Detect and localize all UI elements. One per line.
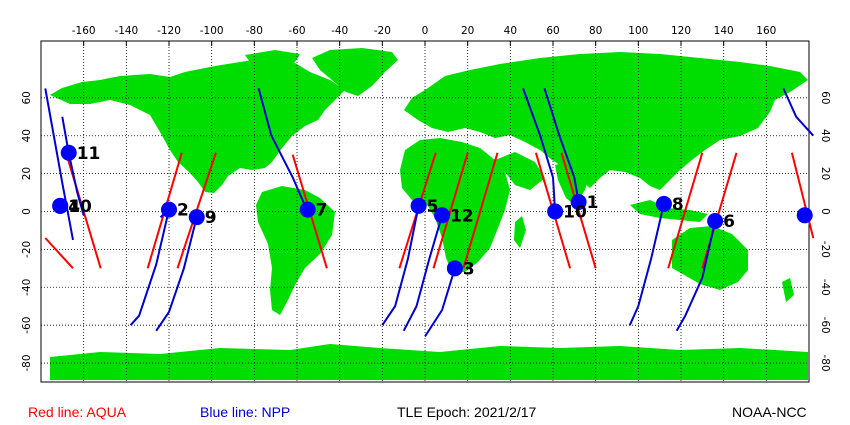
pass-label: 8 — [672, 195, 684, 215]
lon-label: 140 — [714, 25, 734, 37]
land-africa — [400, 138, 510, 272]
lon-label: 160 — [756, 25, 776, 37]
pass-marker — [60, 144, 77, 161]
npp-track — [61, 116, 85, 216]
lat-label-right: 20 — [819, 167, 831, 180]
lon-label: 120 — [671, 25, 691, 37]
lat-label-left: 40 — [21, 129, 33, 142]
land-arctic-islands — [245, 50, 300, 64]
graticule — [41, 41, 809, 382]
land-antarctica — [50, 344, 808, 380]
lon-label: -160 — [72, 25, 96, 37]
pass-marker — [410, 197, 427, 214]
npp-track — [402, 215, 444, 332]
pass-marker — [446, 260, 463, 277]
aqua-track — [462, 152, 499, 269]
lon-label: 80 — [589, 25, 602, 37]
pass-label: 12 — [450, 206, 474, 226]
land-indonesia — [630, 200, 708, 222]
pass-marker — [796, 207, 813, 224]
lat-label-right: -60 — [819, 317, 831, 334]
pass-marker — [655, 195, 672, 212]
aqua-track — [790, 152, 815, 239]
pass-label: 5 — [427, 197, 439, 217]
pass-marker — [188, 209, 205, 226]
lon-label: 20 — [461, 25, 474, 37]
pass-label: 9 — [205, 208, 217, 228]
lon-label: -140 — [114, 25, 138, 37]
npp-track — [424, 268, 456, 338]
lon-label: -60 — [288, 25, 305, 37]
lon-label: -80 — [246, 25, 263, 37]
pass-marker — [547, 203, 564, 220]
lon-label: -120 — [157, 25, 181, 37]
npp-track — [675, 220, 717, 332]
land-madagascar — [514, 216, 526, 248]
lon-label: 100 — [628, 25, 648, 37]
lat-label-right: 40 — [819, 129, 831, 142]
lat-label-left: -20 — [21, 241, 33, 258]
lat-label-left: 0 — [21, 208, 33, 215]
pass-marker — [707, 212, 724, 229]
pass-label: 3 — [463, 259, 475, 279]
npp-track — [44, 88, 74, 241]
legend-source: NOAA-NCC — [732, 404, 807, 420]
npp-track — [782, 87, 815, 137]
lon-label: 0 — [422, 25, 429, 37]
pass-label: 11 — [77, 144, 101, 164]
legend-aqua: Red line: AQUA — [28, 404, 127, 420]
legend-epoch: TLE Epoch: 2021/2/17 — [397, 404, 537, 420]
pass-marker — [434, 207, 451, 224]
lon-label: -40 — [331, 25, 348, 37]
lat-label-right: 0 — [819, 208, 831, 215]
land-greenland — [312, 48, 398, 96]
aqua-track — [667, 152, 704, 269]
lat-label-right: 60 — [819, 91, 831, 104]
pass-label: 1 — [587, 193, 599, 213]
lon-label: -20 — [374, 25, 391, 37]
lat-label-right: -20 — [819, 241, 831, 258]
npp-track — [522, 88, 557, 212]
npp-track — [155, 216, 198, 332]
land-australia — [672, 226, 748, 290]
land-eurasia — [404, 52, 808, 190]
land-south-america — [256, 186, 335, 315]
npp-track — [543, 88, 580, 203]
pass-label: 2 — [177, 201, 189, 221]
land-india — [555, 160, 590, 205]
npp-track — [381, 205, 420, 326]
legend-npp: Blue line: NPP — [200, 404, 291, 420]
axis-labels: -160 -140 -120 -100 -80 -60 -40 -20 0 20 40 60 80 100… — [21, 25, 831, 372]
lon-label: -100 — [200, 25, 224, 37]
lat-label-left: -40 — [21, 279, 33, 296]
land-arabia — [495, 152, 545, 190]
lat-label-right: -40 — [819, 279, 831, 296]
land-new-zealand — [782, 278, 794, 302]
pass-label: 10 — [68, 197, 92, 217]
pass-marker — [570, 194, 587, 211]
pass-marker — [299, 201, 316, 218]
aqua-track — [560, 152, 597, 269]
pass-label: 7 — [316, 201, 328, 221]
lat-label-left: 20 — [21, 167, 33, 180]
lon-label: 40 — [504, 25, 517, 37]
lat-label-left: 60 — [21, 91, 33, 104]
land-north-america — [50, 58, 345, 193]
pass-label: 6 — [723, 212, 735, 232]
lon-label: 60 — [546, 25, 559, 37]
pass-marker — [161, 201, 177, 218]
aqua-track — [44, 237, 74, 269]
lat-label-left: -60 — [21, 317, 33, 334]
pass-label: 4 — [68, 197, 80, 217]
land-layer — [50, 48, 808, 380]
npp-track — [628, 203, 665, 326]
pass-marker — [52, 197, 69, 214]
pass-label: 10 — [563, 203, 587, 223]
aqua-track — [432, 152, 469, 269]
lat-label-left: -80 — [21, 354, 33, 371]
lat-label-right: -80 — [819, 354, 831, 371]
